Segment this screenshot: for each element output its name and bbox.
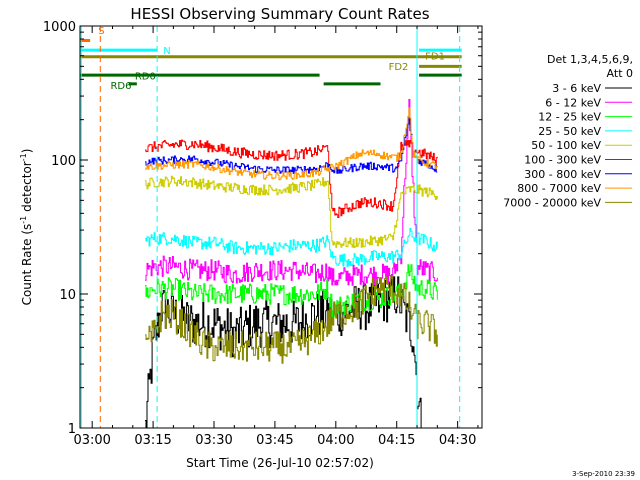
legend-label-3: 25 - 50 keV (538, 125, 601, 138)
series-line-1 (145, 99, 438, 286)
legend-label-0: 3 - 6 keV (552, 82, 601, 95)
x-tick-label-1: 03:15 (134, 433, 171, 448)
series-line-5 (145, 139, 438, 218)
series-line-3 (145, 228, 438, 267)
x-tick-label-0: 03:00 (73, 433, 110, 448)
instrument-state-segments: S N FD1 FD2 RD0 RD6 (80, 26, 462, 92)
legend-label-5: 100 - 300 keV (524, 154, 601, 167)
x-tick-label-6: 04:30 (439, 433, 476, 448)
event-markers (80, 26, 461, 428)
legend-label-2: 12 - 25 keV (538, 111, 601, 124)
state-label-5: RD6 (110, 81, 131, 92)
legend-label-1: 6 - 12 keV (545, 96, 601, 109)
x-axis-label: Start Time (26-Jul-10 02:57:02) (186, 456, 374, 470)
x-tick-label-5: 04:15 (378, 433, 415, 448)
legend-label-7: 800 - 7000 keV (517, 182, 601, 195)
series-line-8 (145, 275, 438, 364)
series-line-2 (145, 264, 438, 318)
state-label-0: S (98, 26, 104, 37)
x-tick-label-2: 03:30 (195, 433, 232, 448)
y-tick-label-1: 10 (59, 288, 76, 303)
series-line-7 (145, 107, 438, 181)
y-tick-label-3: 1000 (43, 20, 76, 35)
series-line-6 (145, 117, 438, 175)
chart-title: HESSI Observing Summary Count Rates (130, 5, 429, 23)
legend-label-8: 7000 - 20000 keV (503, 196, 601, 209)
legend-label-6: 300 - 800 keV (524, 168, 601, 181)
axis-ticks: 03:00 03:15 03:30 03:45 04:00 04:15 04:30 1 10 10… (43, 20, 482, 448)
state-label-2: FD1 (425, 52, 445, 63)
series-line-4 (145, 175, 438, 248)
x-tick-label-3: 03:45 (256, 433, 293, 448)
date-stamp: 3-Sep-2010 23:39 (572, 470, 635, 478)
x-tick-label-4: 04:00 (317, 433, 354, 448)
y-axis-label: Count Rate (s-1 detector-1) (19, 149, 34, 306)
plot-frame (79, 25, 483, 429)
legend-label-4: 50 - 100 keV (531, 139, 601, 152)
state-label-4: RD0 (135, 71, 156, 82)
y-tick-label-2: 100 (51, 154, 76, 169)
legend-header-attenuator: Att 0 (607, 67, 633, 80)
state-label-3: FD2 (389, 62, 409, 73)
y-tick-label-0: 1 (68, 422, 76, 437)
count-rate-series (145, 99, 438, 428)
legend-header-detectors: Det 1,3,4,5,6,9, (547, 53, 633, 66)
state-label-1: N (163, 46, 170, 57)
